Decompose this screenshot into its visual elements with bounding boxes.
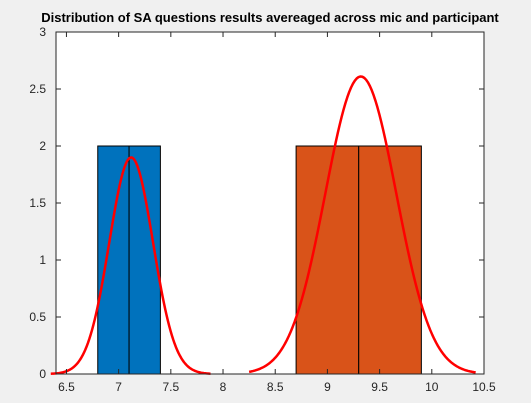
ticks-layer: 6.5 7 7.5 8 8.5 9 9.5 10 10.5 0 0.5 1 1.5 2 2.5 3 bbox=[29, 25, 496, 394]
y-tick-label: 1 bbox=[39, 253, 46, 267]
x-tick-label: 7 bbox=[115, 380, 122, 394]
x-tick-label: 9 bbox=[324, 380, 331, 394]
y-tick-label: 2 bbox=[39, 139, 46, 153]
histogram-2-bar-2 bbox=[358, 145, 422, 375]
y-tick-label: 0.5 bbox=[29, 310, 46, 324]
x-tick-label: 10 bbox=[425, 380, 439, 394]
x-tick-label: 9.5 bbox=[371, 380, 388, 394]
fit-curves-layer bbox=[50, 75, 476, 375]
histogram-1-bar-1 bbox=[97, 145, 130, 375]
y-tick-label: 2.5 bbox=[29, 82, 46, 96]
y-tick-label: 0 bbox=[39, 367, 46, 381]
x-tick-label: 7.5 bbox=[162, 380, 179, 394]
y-tick-label: 3 bbox=[39, 25, 46, 39]
x-tick-label: 8 bbox=[220, 380, 227, 394]
x-tick-label: 6.5 bbox=[58, 380, 75, 394]
x-tick-label: 8.5 bbox=[267, 380, 284, 394]
x-tick-label: 10.5 bbox=[472, 380, 496, 394]
fit-curve-2 bbox=[248, 75, 476, 374]
y-tick-label: 1.5 bbox=[29, 196, 46, 210]
fit-curve-1 bbox=[50, 156, 211, 375]
chart-title: Distribution of SA questions results ave… bbox=[41, 10, 499, 25]
